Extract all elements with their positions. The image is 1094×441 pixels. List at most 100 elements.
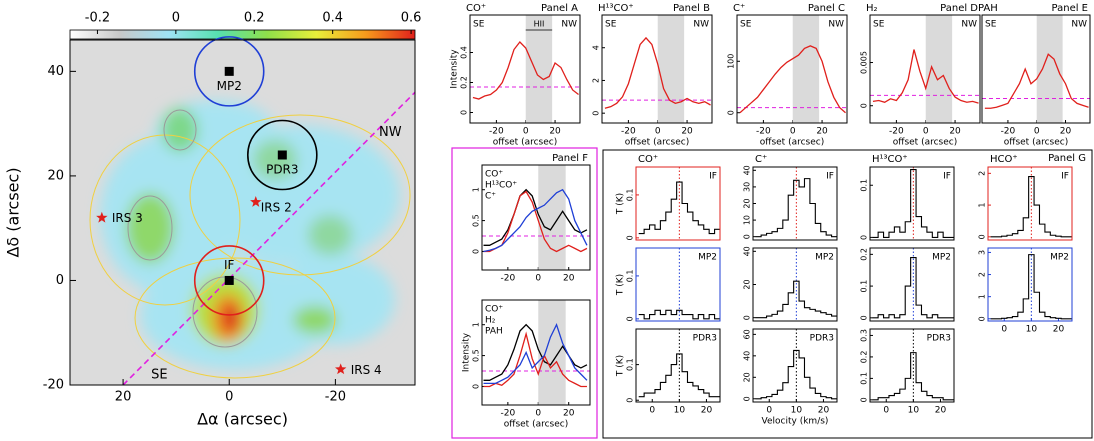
panel-label: Panel D: [940, 3, 978, 14]
x-tick-label: -20: [621, 127, 636, 137]
plot-frame: [870, 15, 980, 123]
offset-band: [526, 15, 552, 123]
y-tick-label: 0: [626, 235, 635, 240]
y-tick-label: 0.4: [460, 46, 469, 59]
source-label: IRS 4: [351, 363, 382, 377]
se-label: SE: [873, 20, 885, 30]
x-tick-label: 20: [563, 409, 575, 419]
y-axis-label: Intensity: [450, 49, 460, 89]
x-axis-label: offset (arcsec): [625, 138, 690, 148]
x-tick-label: -20: [1001, 127, 1016, 137]
y-tick-label: 2: [592, 78, 601, 83]
y-tick-label: 0.2: [860, 248, 869, 261]
y-tick-label: 0: [860, 235, 869, 240]
x-tick-label: -20: [501, 274, 516, 284]
position-label: MP2: [1050, 253, 1069, 263]
x-tick-label: 0: [649, 406, 655, 416]
colorbar-tick-label: 0.2: [244, 11, 265, 26]
x-axis-label: offset (arcsec): [493, 138, 558, 148]
x-tick-label: 0: [523, 127, 529, 137]
y-tick-label: 0: [978, 316, 987, 321]
se-label: SE: [985, 20, 997, 30]
spectrum: [639, 182, 720, 234]
x-tick-label: 20: [701, 406, 713, 416]
y-tick-label: 40: [743, 165, 752, 175]
y-tick-label: 0.1: [860, 372, 869, 385]
x-tick-label: -20: [325, 390, 346, 405]
plot-frame: [482, 300, 590, 405]
legend-entry: H₂: [485, 316, 496, 326]
column-title: CO⁺: [638, 154, 658, 165]
y-tick-label: 1: [978, 294, 987, 299]
plot-frame: [470, 15, 580, 123]
y-tick-label: 0: [56, 273, 64, 288]
y-tick-label: 0: [860, 315, 869, 320]
colorbar-tick-label: 0.4: [322, 11, 343, 26]
y-tick-label: 1: [472, 187, 481, 192]
x-axis-label: Δα (arcsec): [197, 410, 288, 429]
position-label: IF: [1061, 172, 1069, 182]
nw-label: NW: [961, 20, 977, 30]
x-tick-label: 0: [766, 406, 772, 416]
y-tick-label: 0.005: [860, 51, 869, 74]
x-tick-label: 20: [549, 127, 561, 137]
plot-frame: [870, 167, 954, 240]
x-tick-label: 10: [1026, 325, 1038, 335]
x-tick-label: 10: [791, 406, 803, 416]
column-title: C⁺: [755, 154, 767, 165]
y-tick-label: 0.5: [472, 349, 481, 362]
x-tick-label: 20: [1060, 127, 1072, 137]
y-tick-label: 0.2: [460, 76, 469, 89]
panel-title: CO⁺: [466, 3, 486, 14]
nw-label: NW: [693, 20, 709, 30]
y-axis-label: T (K): [616, 193, 626, 215]
y-tick-label: 20: [743, 279, 752, 289]
x-tick-label: 0: [225, 390, 233, 405]
figure: -0.200.20.40.6SENWMP2PDR3IFIRS 3IRS 2IRS…: [0, 0, 1094, 441]
colorbar-tick-label: 0: [172, 11, 180, 26]
y-tick-label: 0.5: [472, 214, 481, 227]
y-tick-label: 1: [978, 203, 987, 208]
plot-frame: [988, 167, 1072, 240]
y-tick-label: 1: [472, 322, 481, 327]
nw-label: NW: [561, 20, 577, 30]
y-tick-label: 0.1: [626, 358, 635, 371]
x-tick-label: 20: [1053, 325, 1065, 335]
panel-title: PAH: [978, 3, 998, 14]
panel-label: Panel F: [552, 153, 588, 164]
x-axis-label: offset (arcsec): [760, 138, 825, 148]
colorbar-tick-label: 0.6: [401, 11, 422, 26]
se-label: SE: [473, 20, 485, 30]
offset-band: [538, 300, 565, 405]
y-tick-label: 30: [743, 182, 752, 192]
y-tick-label: 40: [743, 246, 752, 256]
se-label: SE: [605, 20, 617, 30]
se-label: SE: [740, 20, 752, 30]
cut-start-label: SE: [151, 368, 167, 383]
y-tick-label: 0: [472, 249, 481, 254]
x-tick-label: 20: [115, 390, 132, 405]
panel-title: H₂: [866, 3, 878, 14]
legend-entry: CO⁺: [485, 305, 503, 315]
x-tick-label: -20: [489, 127, 504, 137]
x-tick-label: 20: [949, 127, 961, 137]
y-tick-label: 0.2: [860, 351, 869, 364]
profile-line: [484, 190, 587, 252]
offset-band: [793, 15, 819, 123]
y-tick-label: 40: [47, 64, 64, 79]
position-label: MP2: [698, 253, 717, 263]
legend-entry: CO⁺: [485, 170, 503, 180]
x-tick-label: -20: [756, 127, 771, 137]
y-tick-label: 0: [626, 398, 635, 403]
y-tick-label: 0: [460, 110, 469, 115]
y-tick-label: 0: [860, 397, 869, 402]
panel-label: Panel G: [1048, 153, 1086, 164]
legend-entry: C⁺: [485, 192, 496, 202]
y-tick-label: 0: [860, 103, 869, 108]
panel-title: H¹³CO⁺: [598, 3, 634, 14]
y-tick-label: 0.1: [626, 189, 635, 202]
x-tick-label: 20: [935, 406, 947, 416]
y-tick-label: 40: [743, 351, 752, 361]
offset-band: [926, 15, 952, 123]
y-axis-label: T (K): [616, 355, 626, 377]
